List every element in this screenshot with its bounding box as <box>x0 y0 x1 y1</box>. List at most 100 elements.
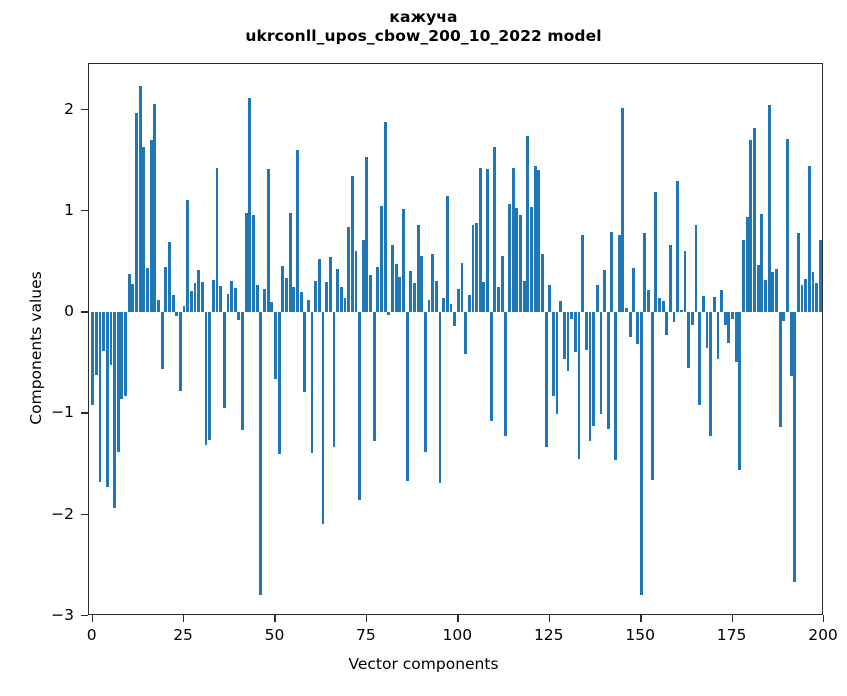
bar <box>742 240 745 313</box>
bar <box>720 289 724 313</box>
bar <box>581 235 585 313</box>
bar <box>171 294 175 313</box>
bar <box>186 199 190 313</box>
y-tick-label: 2 <box>64 99 74 118</box>
x-tick-label: 150 <box>625 626 655 644</box>
x-tick-mark <box>640 615 642 622</box>
bar <box>628 312 632 338</box>
x-tick-label: 100 <box>442 626 473 644</box>
bar <box>786 138 789 313</box>
bar <box>328 257 332 313</box>
bar <box>423 312 427 452</box>
bar <box>694 225 698 313</box>
bar <box>562 312 566 359</box>
x-tick-mark <box>183 615 185 622</box>
bar <box>416 225 420 313</box>
bar <box>434 280 438 313</box>
bar <box>654 191 658 313</box>
bar <box>800 284 804 313</box>
bar <box>764 279 767 313</box>
bar <box>519 214 522 313</box>
bar <box>413 282 416 313</box>
bar <box>716 312 720 359</box>
bar <box>296 150 299 313</box>
bar <box>486 169 489 313</box>
y-tick-mark <box>81 513 88 516</box>
bar <box>200 281 204 313</box>
bar <box>647 289 650 313</box>
x-tick-label: 200 <box>808 626 838 644</box>
bar <box>365 157 369 313</box>
bar <box>592 312 596 426</box>
bar <box>745 216 749 313</box>
bar <box>599 312 603 415</box>
bar <box>244 212 248 313</box>
bar <box>760 213 764 313</box>
bar <box>369 274 372 313</box>
bar <box>438 312 442 484</box>
bar <box>420 256 424 313</box>
bar <box>98 312 102 483</box>
bar <box>701 295 705 313</box>
bar <box>255 284 259 313</box>
bar <box>358 312 361 500</box>
bar <box>782 312 786 322</box>
y-tick-mark <box>81 108 88 110</box>
bar <box>91 312 95 406</box>
bar <box>248 98 252 313</box>
bar <box>102 312 106 351</box>
bar <box>310 312 314 453</box>
y-axis-label: Components values <box>27 271 45 425</box>
bar <box>387 312 391 316</box>
bar <box>771 271 775 313</box>
bar <box>796 233 800 313</box>
bar <box>672 312 676 323</box>
bar <box>109 312 113 365</box>
bar <box>753 127 756 313</box>
bar <box>504 312 508 436</box>
bar <box>793 312 797 582</box>
bar <box>544 312 548 447</box>
bar <box>537 170 541 313</box>
bar <box>131 283 135 313</box>
bar <box>299 291 303 313</box>
bar <box>252 214 255 313</box>
bar <box>321 312 325 524</box>
bar <box>456 288 460 313</box>
bar <box>281 265 285 313</box>
bar <box>303 312 307 393</box>
bar <box>354 251 358 313</box>
bar <box>482 281 486 313</box>
bar <box>756 264 760 313</box>
bar <box>767 104 771 313</box>
bar <box>541 254 544 313</box>
bar <box>442 297 446 313</box>
y-tick-mark <box>81 209 88 212</box>
y-tick-mark <box>81 311 88 313</box>
bar <box>467 294 471 313</box>
bar <box>339 286 343 313</box>
bar <box>723 312 727 326</box>
bar <box>135 112 138 313</box>
bar <box>464 312 468 354</box>
bar <box>661 301 665 313</box>
bar <box>526 135 530 313</box>
bar <box>259 312 263 595</box>
bar <box>402 208 405 313</box>
bar <box>606 312 610 429</box>
bar <box>595 284 599 313</box>
bar <box>127 273 131 313</box>
bar <box>804 278 808 313</box>
bar <box>211 279 215 313</box>
bar <box>471 225 475 313</box>
x-tick-label: 175 <box>716 626 747 644</box>
bar <box>153 103 157 313</box>
bar <box>683 251 687 313</box>
plot-area <box>88 63 823 615</box>
chart-title-line-1: кажуча <box>389 8 458 26</box>
x-tick-label: 50 <box>264 626 285 644</box>
bar <box>343 297 347 313</box>
bar <box>219 285 223 313</box>
y-tick-label: 0 <box>64 302 74 321</box>
